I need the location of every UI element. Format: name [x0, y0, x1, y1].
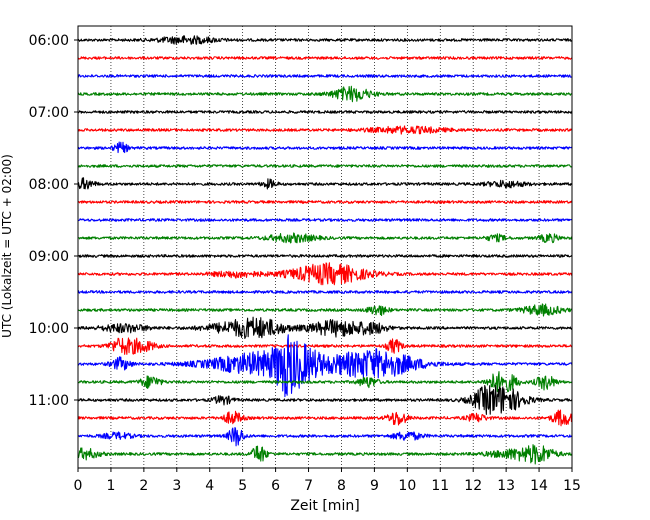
plot-frame: [77, 25, 573, 469]
x-tick-label: 9: [370, 478, 379, 494]
seismic-trace: [77, 34, 573, 45]
x-tick-label: 7: [304, 478, 313, 494]
seismic-trace: [77, 337, 573, 355]
x-tick-label: 2: [139, 478, 148, 494]
seismic-trace: [77, 371, 573, 393]
trace-group: [77, 34, 573, 465]
y-tick-label: 07:00: [29, 105, 69, 121]
seismic-trace: [77, 200, 573, 204]
seismic-trace: [77, 85, 573, 103]
seismic-trace: [77, 303, 573, 317]
seismic-trace: [77, 409, 573, 427]
y-tick-label: 08:00: [29, 177, 69, 193]
seismic-trace: [77, 218, 573, 222]
seismic-trace: [77, 316, 573, 339]
x-tick-label: 14: [530, 478, 548, 494]
seismic-trace: [77, 254, 573, 258]
y-tick-label: 06:00: [29, 33, 69, 49]
seismic-trace: [77, 164, 573, 168]
seismic-trace: [77, 426, 573, 447]
x-tick-label: 5: [238, 478, 247, 494]
seismic-trace: [77, 290, 573, 294]
seismic-trace: [77, 384, 573, 415]
x-axis-label: Zeit [min]: [290, 498, 359, 514]
x-tick-label: 13: [497, 478, 515, 494]
seismic-trace: [77, 262, 573, 286]
seismic-trace: [77, 232, 573, 244]
x-tick-label: 3: [172, 478, 181, 494]
y-axis-label: UTC (Lokalzeit = UTC + 02:00): [0, 154, 14, 338]
y-axis: 06:00 07:00 08:00 09:00 10:00 11:00: [29, 33, 78, 409]
x-tick-label: 12: [464, 478, 482, 494]
seismic-trace: [77, 125, 573, 135]
x-tick-label: 10: [398, 478, 416, 494]
x-tick-label: 11: [431, 478, 449, 494]
y-tick-label: 10:00: [29, 321, 69, 337]
x-tick-label: 6: [271, 478, 280, 494]
x-tick-label: 4: [205, 478, 214, 494]
seismic-trace: [77, 141, 573, 154]
y-tick-label: 11:00: [29, 393, 69, 409]
seismic-trace: [77, 177, 573, 190]
x-tick-label: 8: [337, 478, 346, 494]
seismic-trace: [77, 444, 573, 465]
seismic-trace: [77, 74, 573, 78]
seismic-trace: [77, 334, 573, 398]
x-tick-label: 1: [106, 478, 115, 494]
x-axis: 0 1 2 3 4 5 6 7 8 9 10 11 12 13 14 15: [74, 468, 581, 494]
y-tick-label: 09:00: [29, 249, 69, 265]
x-tick-label: 0: [74, 478, 83, 494]
seismic-trace: [77, 56, 573, 60]
seismic-trace: [77, 110, 573, 114]
x-tick-label: 15: [563, 478, 581, 494]
